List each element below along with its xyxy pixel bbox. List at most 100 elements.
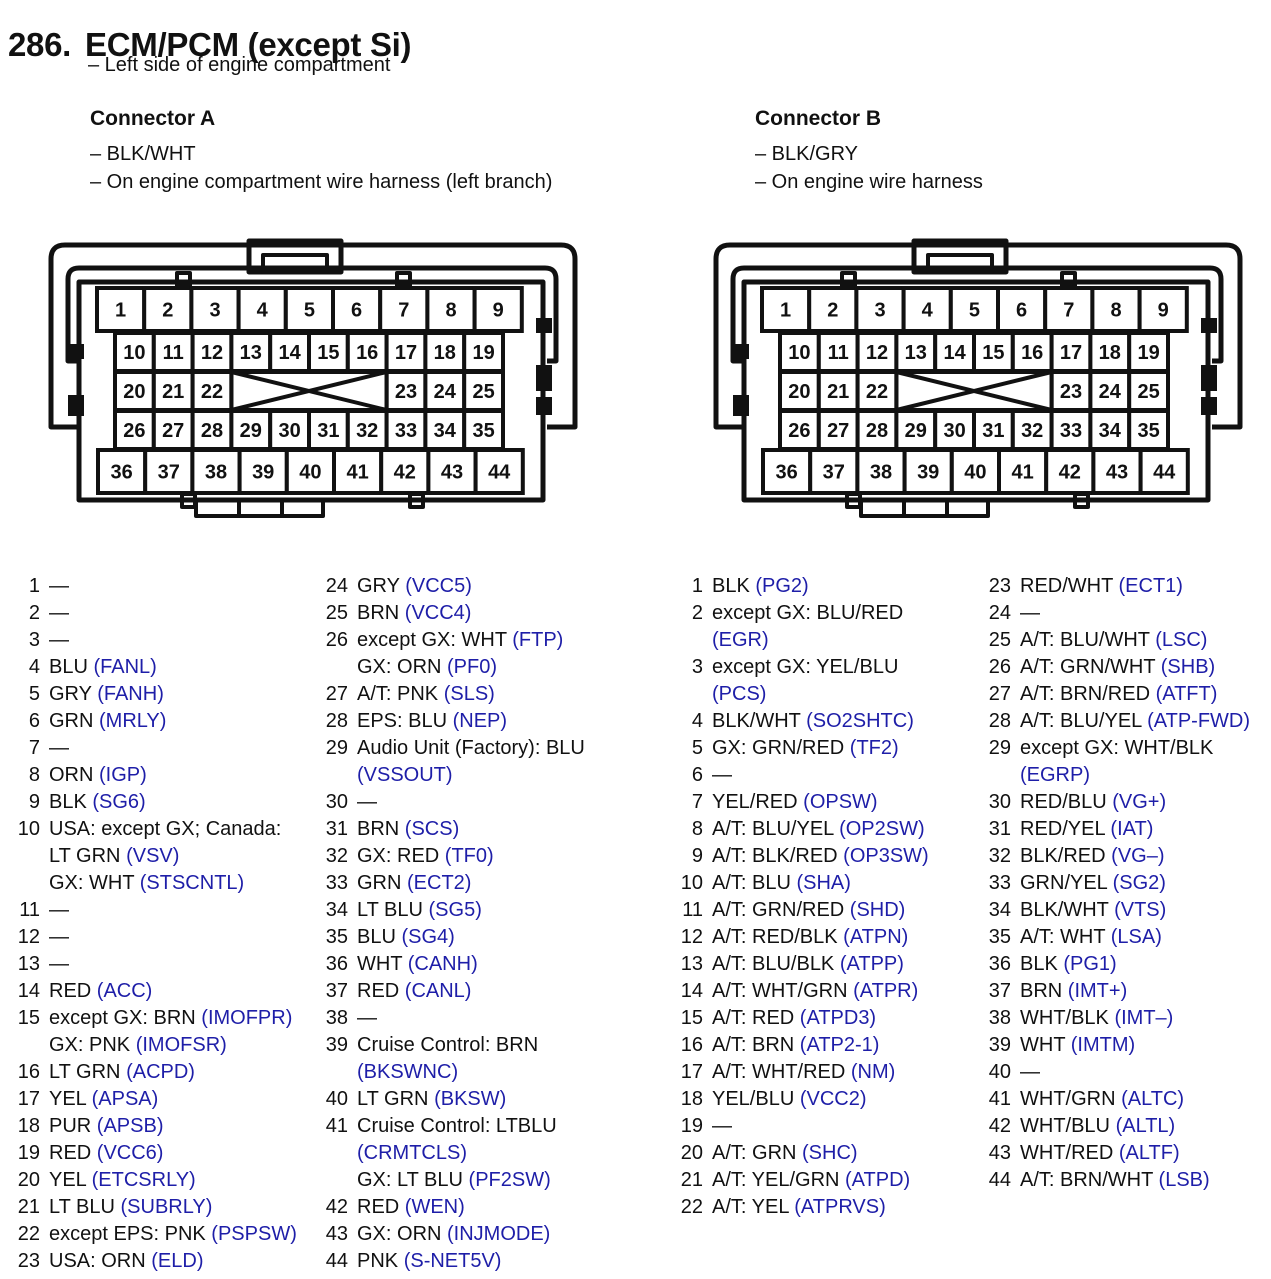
signal-name: (VTS): [1114, 899, 1167, 921]
pin-number: 21: [17, 1196, 40, 1218]
pin-number: 8: [28, 764, 40, 786]
pin-cell-number: 16: [356, 342, 378, 364]
pin-entry: 21 A/T: YEL/GRN (ATPD): [669, 1167, 969, 1194]
pin-description-line: GX: RED (TF0): [357, 843, 494, 870]
pin-number: 24: [988, 602, 1011, 624]
pin-cell-number: 32: [356, 420, 378, 442]
pin-cell-number: 20: [788, 381, 810, 403]
pin-cell-number: 6: [351, 300, 362, 322]
signal-name: (OP2SW): [839, 818, 925, 840]
pin-cell-number: 13: [240, 342, 262, 364]
pin-description: GRN/YEL (SG2): [1020, 870, 1166, 897]
section-title-text: ECM/PCM (except Si): [85, 26, 412, 64]
connector-bottom-tab: [194, 498, 325, 518]
pin-description: GRN (MRLY): [49, 708, 166, 735]
pin-description: —: [1020, 1059, 1040, 1086]
pin-cell-number: 25: [472, 381, 494, 403]
pin-description: A/T: RED (ATPD3): [712, 1005, 876, 1032]
pin-description-line: GRN (MRLY): [49, 708, 166, 735]
pin-number: 3: [28, 629, 40, 651]
pin-entry: 14 A/T: WHT/GRN (ATPR): [669, 978, 969, 1005]
pin-cell: [1090, 286, 1142, 333]
pin-description: WHT/BLK (IMT–): [1020, 1005, 1173, 1032]
connector-note: – BLK/WHT: [90, 143, 196, 165]
pin-entry: 7—: [6, 735, 306, 762]
pin-entry: 28 EPS: BLU (NEP): [314, 708, 614, 735]
pin-cell-number: 2: [162, 300, 173, 322]
pin-description: EPS: BLU (NEP): [357, 708, 507, 735]
pin-description: A/T: BLU/BLK (ATPP): [712, 951, 904, 978]
pin-cell: [462, 409, 506, 451]
pin-description: A/T: YEL (ATPRVS): [712, 1194, 886, 1221]
pin-description-line: RED (ACC): [49, 978, 152, 1005]
pin-entry: 36 BLK (PG1): [977, 951, 1269, 978]
pin-description-line: PNK (S-NET5V): [357, 1248, 501, 1275]
pin-entry: 35 A/T: WHT (LSA): [977, 924, 1269, 951]
wire-color-text: BLK: [712, 575, 756, 597]
signal-name: (EGR): [712, 629, 769, 651]
pin-entry: 37 BRN (IMT+): [977, 978, 1269, 1005]
pin-entry: 2—: [6, 600, 306, 627]
pin-description: A/T: BLU/YEL (ATP-FWD): [1020, 708, 1250, 735]
connector-lock-bump: [536, 397, 552, 415]
pin-number: 29: [988, 737, 1011, 759]
pin-description-line: RED/YEL (IAT): [1020, 816, 1153, 843]
pin-entry: 1—: [6, 573, 306, 600]
pin-number: 29: [325, 737, 348, 759]
pin-description-line: A/T: BLU/YEL (OP2SW): [712, 816, 925, 843]
pin-cell-number: 39: [252, 462, 274, 484]
blocked-region-cross-line: [895, 370, 1053, 412]
pin-number: 5: [28, 683, 40, 705]
wire-color-text: A/T: GRN/RED: [712, 899, 850, 921]
pin-number: 31: [325, 818, 348, 840]
pin-description: RED/BLU (VG+): [1020, 789, 1166, 816]
pin-number: 7: [691, 791, 703, 813]
pin-number: 14: [680, 980, 703, 1002]
pin-description-line: LT BLU (SUBRLY): [49, 1194, 212, 1221]
pin-number: 35: [988, 926, 1011, 948]
wire-color-text: except GX: WHT/BLK: [1020, 737, 1214, 759]
pin-cell: [473, 448, 525, 495]
signal-name: (OPSW): [803, 791, 878, 813]
pin-cell-number: 35: [472, 420, 494, 442]
pin-description: BRN (VCC4): [357, 600, 471, 627]
pin-entry: 30 —: [314, 789, 614, 816]
pin-description-line: LT GRN (ACPD): [49, 1059, 195, 1086]
pin-number: 11: [682, 899, 703, 921]
pin-cell-number: 44: [488, 462, 511, 484]
wire-color-text: —: [49, 953, 69, 975]
pin-cell: [284, 448, 337, 495]
pin-cell-number: 37: [158, 462, 180, 484]
pin-description-line: (CRMTCLS): [357, 1140, 557, 1167]
pin-description-line: except EPS: PNK (PSPSW): [49, 1221, 297, 1248]
pin-description: A/T: BRN/RED (ATFT): [1020, 681, 1217, 708]
pin-description: RED (ACC): [49, 978, 152, 1005]
pin-entry: 24 GRY (VCC5): [314, 573, 614, 600]
pin-number: 25: [988, 629, 1011, 651]
signal-name: (VG–): [1111, 845, 1165, 867]
pin-description: A/T: GRN/WHT (SHB): [1020, 654, 1215, 681]
signal-name: (SG2): [1112, 872, 1166, 894]
signal-name: (BKSWNC): [357, 1061, 459, 1083]
signal-name: (ECT1): [1118, 575, 1183, 597]
signal-name: (ELD): [151, 1250, 204, 1272]
pin-description: WHT/BLU (ALTL): [1020, 1113, 1175, 1140]
pin-description: RED (VCC6): [49, 1140, 163, 1167]
pin-number: 7: [28, 737, 40, 759]
pin-description-line: —: [49, 600, 69, 627]
signal-name: (EGRP): [1020, 764, 1090, 786]
pin-cell-number: 31: [317, 420, 339, 442]
pin-entry: 8 ORN (IGP): [6, 762, 306, 789]
pin-list-connector-b-col1: 1 BLK (PG2) 2 except GX: BLU/RED (EGR) 3 excep…: [669, 573, 969, 1221]
pin-description-line: —: [49, 735, 69, 762]
pin-cell-number: 5: [969, 300, 980, 322]
signal-name: (SG5): [428, 899, 482, 921]
connector-a-header: Connector A: [90, 107, 216, 130]
pin-description-line: —: [1020, 600, 1040, 627]
pin-cell-number: 12: [866, 342, 888, 364]
signal-name: (VCC6): [96, 1142, 164, 1164]
pin-number: 11: [19, 899, 40, 921]
wire-color-text: RED/WHT: [1020, 575, 1119, 597]
pin-number: 2: [28, 602, 40, 624]
pin-entry: 27 A/T: PNK (SLS): [314, 681, 614, 708]
